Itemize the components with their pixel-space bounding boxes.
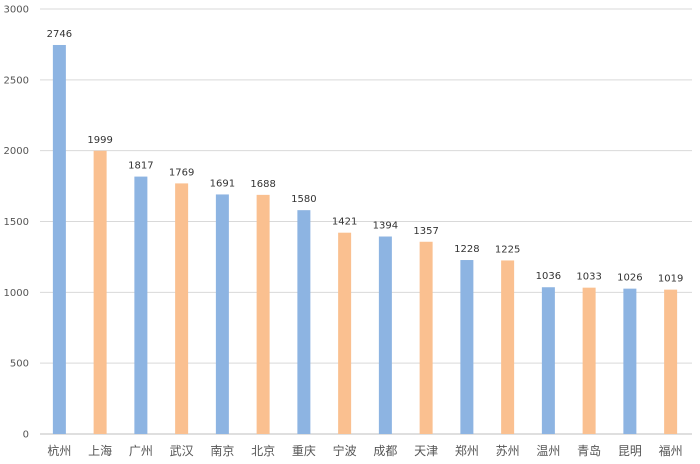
data-label: 1421 (332, 217, 357, 228)
data-label: 1357 (413, 226, 438, 237)
x-tick-label: 广州 (129, 444, 153, 458)
data-label: 1225 (495, 244, 520, 255)
bars (52, 44, 678, 434)
data-label: 1691 (210, 178, 235, 189)
x-tick-label: 青岛 (577, 443, 601, 458)
data-label: 1999 (87, 135, 112, 146)
data-labels: 2746 1999 1817 1769 1691 1688 1580 1421 1394 1357… (47, 29, 684, 285)
x-tick-label: 南京 (210, 443, 234, 458)
y-tick-label: 500 (10, 359, 29, 370)
data-label: 1580 (291, 194, 316, 205)
bar (419, 241, 433, 434)
data-label: 1019 (658, 274, 683, 285)
y-tick-label: 1000 (4, 288, 29, 299)
bar (541, 287, 555, 434)
data-label: 1394 (373, 221, 398, 232)
x-tick-label: 温州 (536, 444, 560, 458)
data-label: 1026 (617, 273, 642, 284)
y-tick-label: 1500 (4, 217, 29, 228)
bar (93, 150, 107, 434)
y-tick-label: 2500 (4, 75, 29, 86)
x-axis-ticks: 杭州 上海 广州 武汉 南京 北京 重庆 宁波 成都 天津 郑州 苏州 温州 青岛 昆明 福州 (47, 443, 682, 458)
x-tick-label: 重庆 (292, 444, 316, 458)
x-tick-label: 上海 (88, 443, 112, 458)
x-tick-label: 杭州 (47, 443, 71, 458)
bar (582, 287, 596, 434)
data-label: 1817 (128, 161, 153, 172)
bar (215, 194, 229, 434)
data-label: 1769 (169, 167, 194, 178)
y-tick-label: 0 (23, 430, 29, 441)
y-tick-label: 2000 (4, 146, 29, 157)
data-label: 1036 (536, 271, 561, 282)
x-tick-label: 昆明 (618, 444, 642, 458)
x-tick-label: 苏州 (496, 444, 520, 458)
bar (623, 288, 637, 434)
data-label: 1033 (576, 272, 601, 283)
bar (378, 236, 392, 434)
y-axis-ticks: 0 500 1000 1500 2000 2500 3000 (4, 5, 29, 441)
x-tick-label: 天津 (414, 444, 438, 458)
gridlines (40, 8, 692, 435)
bar (175, 183, 189, 434)
data-label: 1228 (454, 244, 479, 255)
bar (52, 44, 66, 434)
x-tick-label: 福州 (659, 443, 683, 458)
bar (664, 289, 678, 434)
bar (460, 260, 474, 434)
data-label: 1688 (250, 179, 275, 190)
bar (134, 176, 148, 434)
bar (338, 232, 352, 434)
x-tick-label: 郑州 (455, 443, 479, 458)
x-tick-label: 宁波 (333, 443, 357, 458)
bar (256, 194, 270, 434)
x-tick-label: 武汉 (170, 444, 194, 458)
x-tick-label: 成都 (373, 444, 397, 458)
bar (297, 210, 311, 434)
x-tick-label: 北京 (251, 444, 275, 458)
data-label: 2746 (47, 29, 72, 40)
y-tick-label: 3000 (4, 5, 29, 16)
bar (501, 260, 515, 434)
